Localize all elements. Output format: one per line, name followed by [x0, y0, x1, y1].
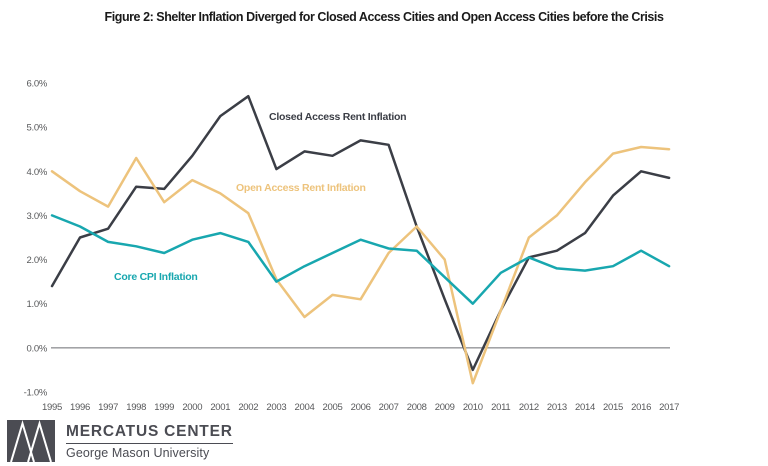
x-axis-tick-label: 2006: [351, 402, 371, 413]
line-core-cpi-inflation: [50, 214, 671, 305]
mercatus-footer: MERCATUS CENTER George Mason University: [7, 420, 233, 462]
x-axis-tick-label: 2004: [295, 402, 315, 413]
x-axis-tick-label: 2003: [266, 402, 286, 413]
x-axis-tick-label: 1999: [154, 402, 174, 413]
mercatus-center-name: MERCATUS CENTER: [66, 423, 233, 444]
x-axis-tick-label: 2010: [463, 402, 483, 413]
x-axis-tick-label: 2008: [407, 402, 427, 413]
x-axis-tick-label: 1996: [70, 402, 90, 413]
x-axis-tick-label: 1997: [98, 402, 118, 413]
mercatus-footer-text: MERCATUS CENTER George Mason University: [66, 420, 233, 460]
x-axis-tick-label: 2016: [631, 402, 651, 413]
line-closed-access-rent-inflation: [50, 94, 671, 372]
x-axis-tick-label: 2014: [575, 402, 595, 413]
y-axis-tick-label: 3.0%: [27, 211, 48, 222]
x-axis-tick-label: 2013: [547, 402, 567, 413]
x-axis-tick-label: 2012: [519, 402, 539, 413]
y-axis-tick-label: -1.0%: [24, 388, 48, 399]
closed-access-series-label: Closed Access Rent Inflation: [269, 111, 407, 123]
line-open-access-rent-inflation: [50, 145, 671, 385]
x-axis-tick-label: 2000: [182, 402, 202, 413]
mercatus-logo-icon: [7, 420, 55, 462]
y-axis-tick-label: 2.0%: [27, 255, 48, 266]
x-axis-tick-label: 2005: [323, 402, 343, 413]
x-axis-tick-label: 2017: [659, 402, 679, 413]
figure-title: Figure 2: Shelter Inflation Diverged for…: [104, 10, 664, 24]
core-cpi-series-label: Core CPI Inflation: [114, 271, 198, 283]
x-axis-tick-label: 1995: [42, 402, 62, 413]
x-axis-tick-label: 2011: [491, 402, 510, 413]
y-axis-tick-label: 1.0%: [27, 299, 48, 310]
x-axis-tick-label: 2009: [435, 402, 455, 413]
y-axis-tick-label: 4.0%: [27, 167, 48, 178]
x-axis-tick-label: 1998: [126, 402, 146, 413]
x-axis-tick-label: 2002: [238, 402, 258, 413]
x-axis-tick-label: 2015: [603, 402, 623, 413]
y-axis-tick-label: 5.0%: [27, 123, 48, 134]
open-access-series-label: Open Access Rent Inflation: [236, 182, 366, 194]
y-axis-tick-label: 0.0%: [27, 343, 48, 354]
y-axis-tick-label: 6.0%: [27, 79, 48, 90]
x-axis-tick-label: 2007: [379, 402, 399, 413]
x-axis-tick-label: 2001: [210, 402, 230, 413]
george-mason-university-name: George Mason University: [66, 446, 210, 460]
